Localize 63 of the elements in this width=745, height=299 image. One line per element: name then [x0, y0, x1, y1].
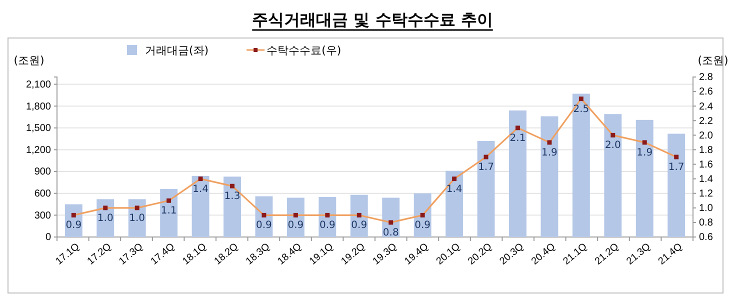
- y2-axis-title: (조원): [698, 54, 728, 67]
- y2-tick-label: 2.8: [699, 72, 714, 84]
- y2-tick-label: 1.8: [699, 144, 714, 156]
- data-label: 1.0: [129, 212, 146, 224]
- bar: [350, 194, 368, 237]
- y2-tick-label: 0.6: [699, 232, 714, 244]
- y2-tick-label: 2.4: [699, 101, 714, 112]
- bar: [96, 199, 114, 237]
- bar: [414, 193, 432, 237]
- data-label: 1.0: [97, 212, 114, 224]
- bar: [160, 189, 178, 237]
- data-label: 0.9: [319, 220, 336, 232]
- y-tick-label: 1,800: [26, 101, 52, 112]
- bar: [604, 114, 622, 237]
- bar: [318, 197, 336, 237]
- data-label: 1.9: [636, 147, 653, 158]
- bar: [509, 110, 526, 237]
- y2-tick-label: 1.2: [699, 188, 714, 200]
- y2-tick-label: 1.4: [699, 174, 714, 186]
- y2-tick-label: 1.6: [699, 159, 714, 170]
- y-tick-label: 300: [34, 210, 52, 222]
- data-label: 1.4: [192, 184, 208, 195]
- data-label: 2.0: [604, 140, 621, 152]
- data-label: 1.3: [224, 191, 240, 202]
- data-label: 2.1: [510, 132, 526, 144]
- y-tick-label: 1,500: [26, 123, 52, 134]
- data-label: 0.9: [351, 220, 368, 232]
- y2-tick-label: 1.0: [699, 203, 714, 214]
- y-axis-title: (조원): [14, 54, 44, 67]
- bar: [192, 176, 210, 237]
- data-label: 2.5: [573, 104, 590, 115]
- bar: [572, 94, 590, 237]
- data-label: 0.9: [256, 220, 272, 232]
- data-label: 1.9: [542, 147, 558, 158]
- y-tick-label: 1,200: [26, 144, 52, 156]
- data-label: 0.9: [288, 220, 304, 232]
- y2-tick-label: 2.2: [699, 116, 714, 127]
- data-label: 1.4: [446, 184, 462, 195]
- bar: [636, 120, 654, 237]
- bar: [224, 176, 241, 237]
- y-tick-label: 600: [34, 188, 52, 200]
- bar: [128, 199, 146, 237]
- data-label: 0.9: [414, 220, 431, 232]
- data-label: 1.7: [478, 162, 494, 173]
- y-tick-label: 900: [34, 166, 52, 178]
- y2-tick-label: 2.6: [699, 86, 714, 98]
- bar: [668, 134, 686, 237]
- data-label: 0.8: [382, 227, 399, 238]
- chart-title: 주식거래대금 및 수탁수수료 추이: [252, 10, 493, 29]
- y2-tick-label: 2.0: [699, 130, 714, 142]
- y-tick-label: 2,100: [26, 79, 52, 90]
- data-label: 0.9: [66, 220, 82, 232]
- legend-label: 수탁수수료(우): [266, 44, 342, 57]
- y2-tick-label: 0.8: [699, 218, 714, 229]
- bar: [540, 116, 558, 237]
- bar: [446, 170, 464, 237]
- data-label: 1.1: [160, 206, 177, 217]
- legend-label: 거래대금(좌): [145, 44, 209, 57]
- bar: [286, 198, 304, 237]
- data-label: 1.7: [668, 162, 684, 173]
- y-tick-label: 0: [45, 232, 52, 244]
- bar: [477, 141, 495, 237]
- bar: [382, 198, 400, 237]
